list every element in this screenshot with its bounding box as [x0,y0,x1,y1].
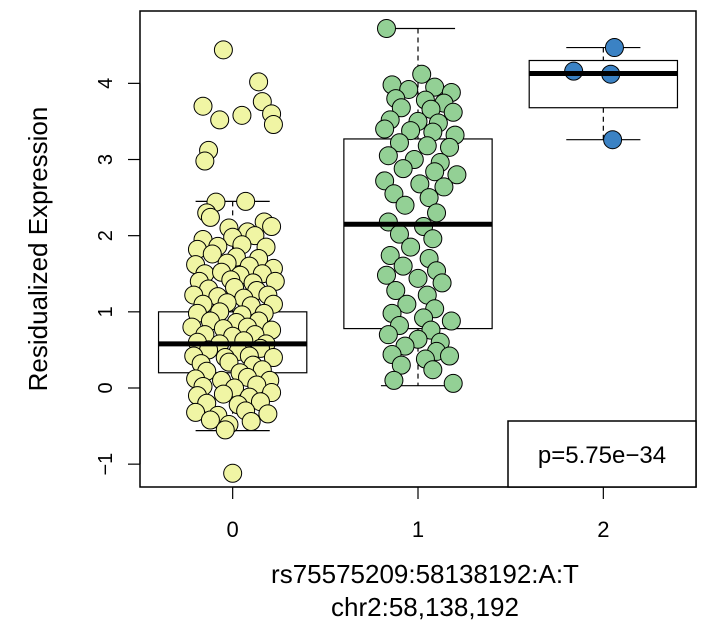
data-point [391,355,411,375]
data-point [378,146,398,166]
data-point [399,79,419,99]
data-point [202,244,222,264]
data-point [263,114,283,134]
data-point [389,133,409,153]
y-tick-label: 3 [95,154,117,165]
data-point [417,136,437,156]
data-point [386,281,406,301]
data-point [375,171,395,191]
box-iqr [528,59,679,109]
x-tick-label: 2 [597,517,609,542]
data-point [441,311,461,331]
data-point [440,137,460,157]
data-point [408,268,428,288]
p-value-text: p=5.75e−34 [538,442,666,469]
y-tick-label: 0 [95,382,117,393]
data-point [241,412,261,432]
data-point [443,102,463,122]
data-point [425,162,445,182]
data-point [195,151,215,171]
data-point [375,119,395,139]
data-point [232,105,252,125]
x-tick-label: 1 [412,517,424,542]
data-point [447,165,467,185]
data-point [432,273,452,293]
y-tick-label: 1 [95,306,117,317]
data-point [236,191,256,211]
data-point [200,207,220,227]
data-point [604,38,624,58]
data-point [419,188,439,208]
data-point [423,360,443,380]
data-point [384,370,404,390]
data-point [213,384,233,404]
data-point [186,402,206,422]
y-tick-label: 4 [95,78,117,89]
data-point [245,226,265,246]
data-point [423,229,443,249]
data-point [393,159,413,179]
data-point [401,237,421,257]
data-point [391,98,411,118]
data-point [395,195,415,215]
data-point [193,96,213,116]
y-tick-label: −1 [95,453,117,476]
data-point [397,294,417,314]
data-point [258,404,278,424]
data-point [427,203,447,223]
data-point [249,72,269,92]
x-axis-sublabel: chr2:58,138,192 [331,592,519,622]
y-axis-label: Residualized Expression [23,107,53,392]
p-value-annotation: p=5.75e−34 [507,420,697,488]
x-tick-label: 0 [227,517,239,542]
y-tick-label: 2 [95,230,117,241]
medians-layer [158,70,678,347]
axes-layer: −1 0 1 2 3 4 0 1 2 [95,78,609,542]
data-point [440,346,460,366]
data-point [262,217,282,237]
data-point [376,265,396,285]
data-point [210,110,230,130]
data-point [200,410,220,430]
data-point [384,184,404,204]
data-point [412,64,432,84]
data-point [263,348,283,368]
data-point [410,174,430,194]
p-value-box [507,420,697,488]
data-point [378,325,398,345]
data-point [434,177,454,197]
data-point [443,373,463,393]
data-point [401,121,421,141]
data-point [603,130,623,150]
data-point [223,463,243,483]
points-layer [182,19,624,483]
data-point [380,245,400,265]
data-point [376,19,396,39]
data-point [215,420,235,440]
data-point [213,40,233,60]
x-axis-label: rs75575209:58138192:A:T [271,559,579,589]
data-point [393,256,413,276]
